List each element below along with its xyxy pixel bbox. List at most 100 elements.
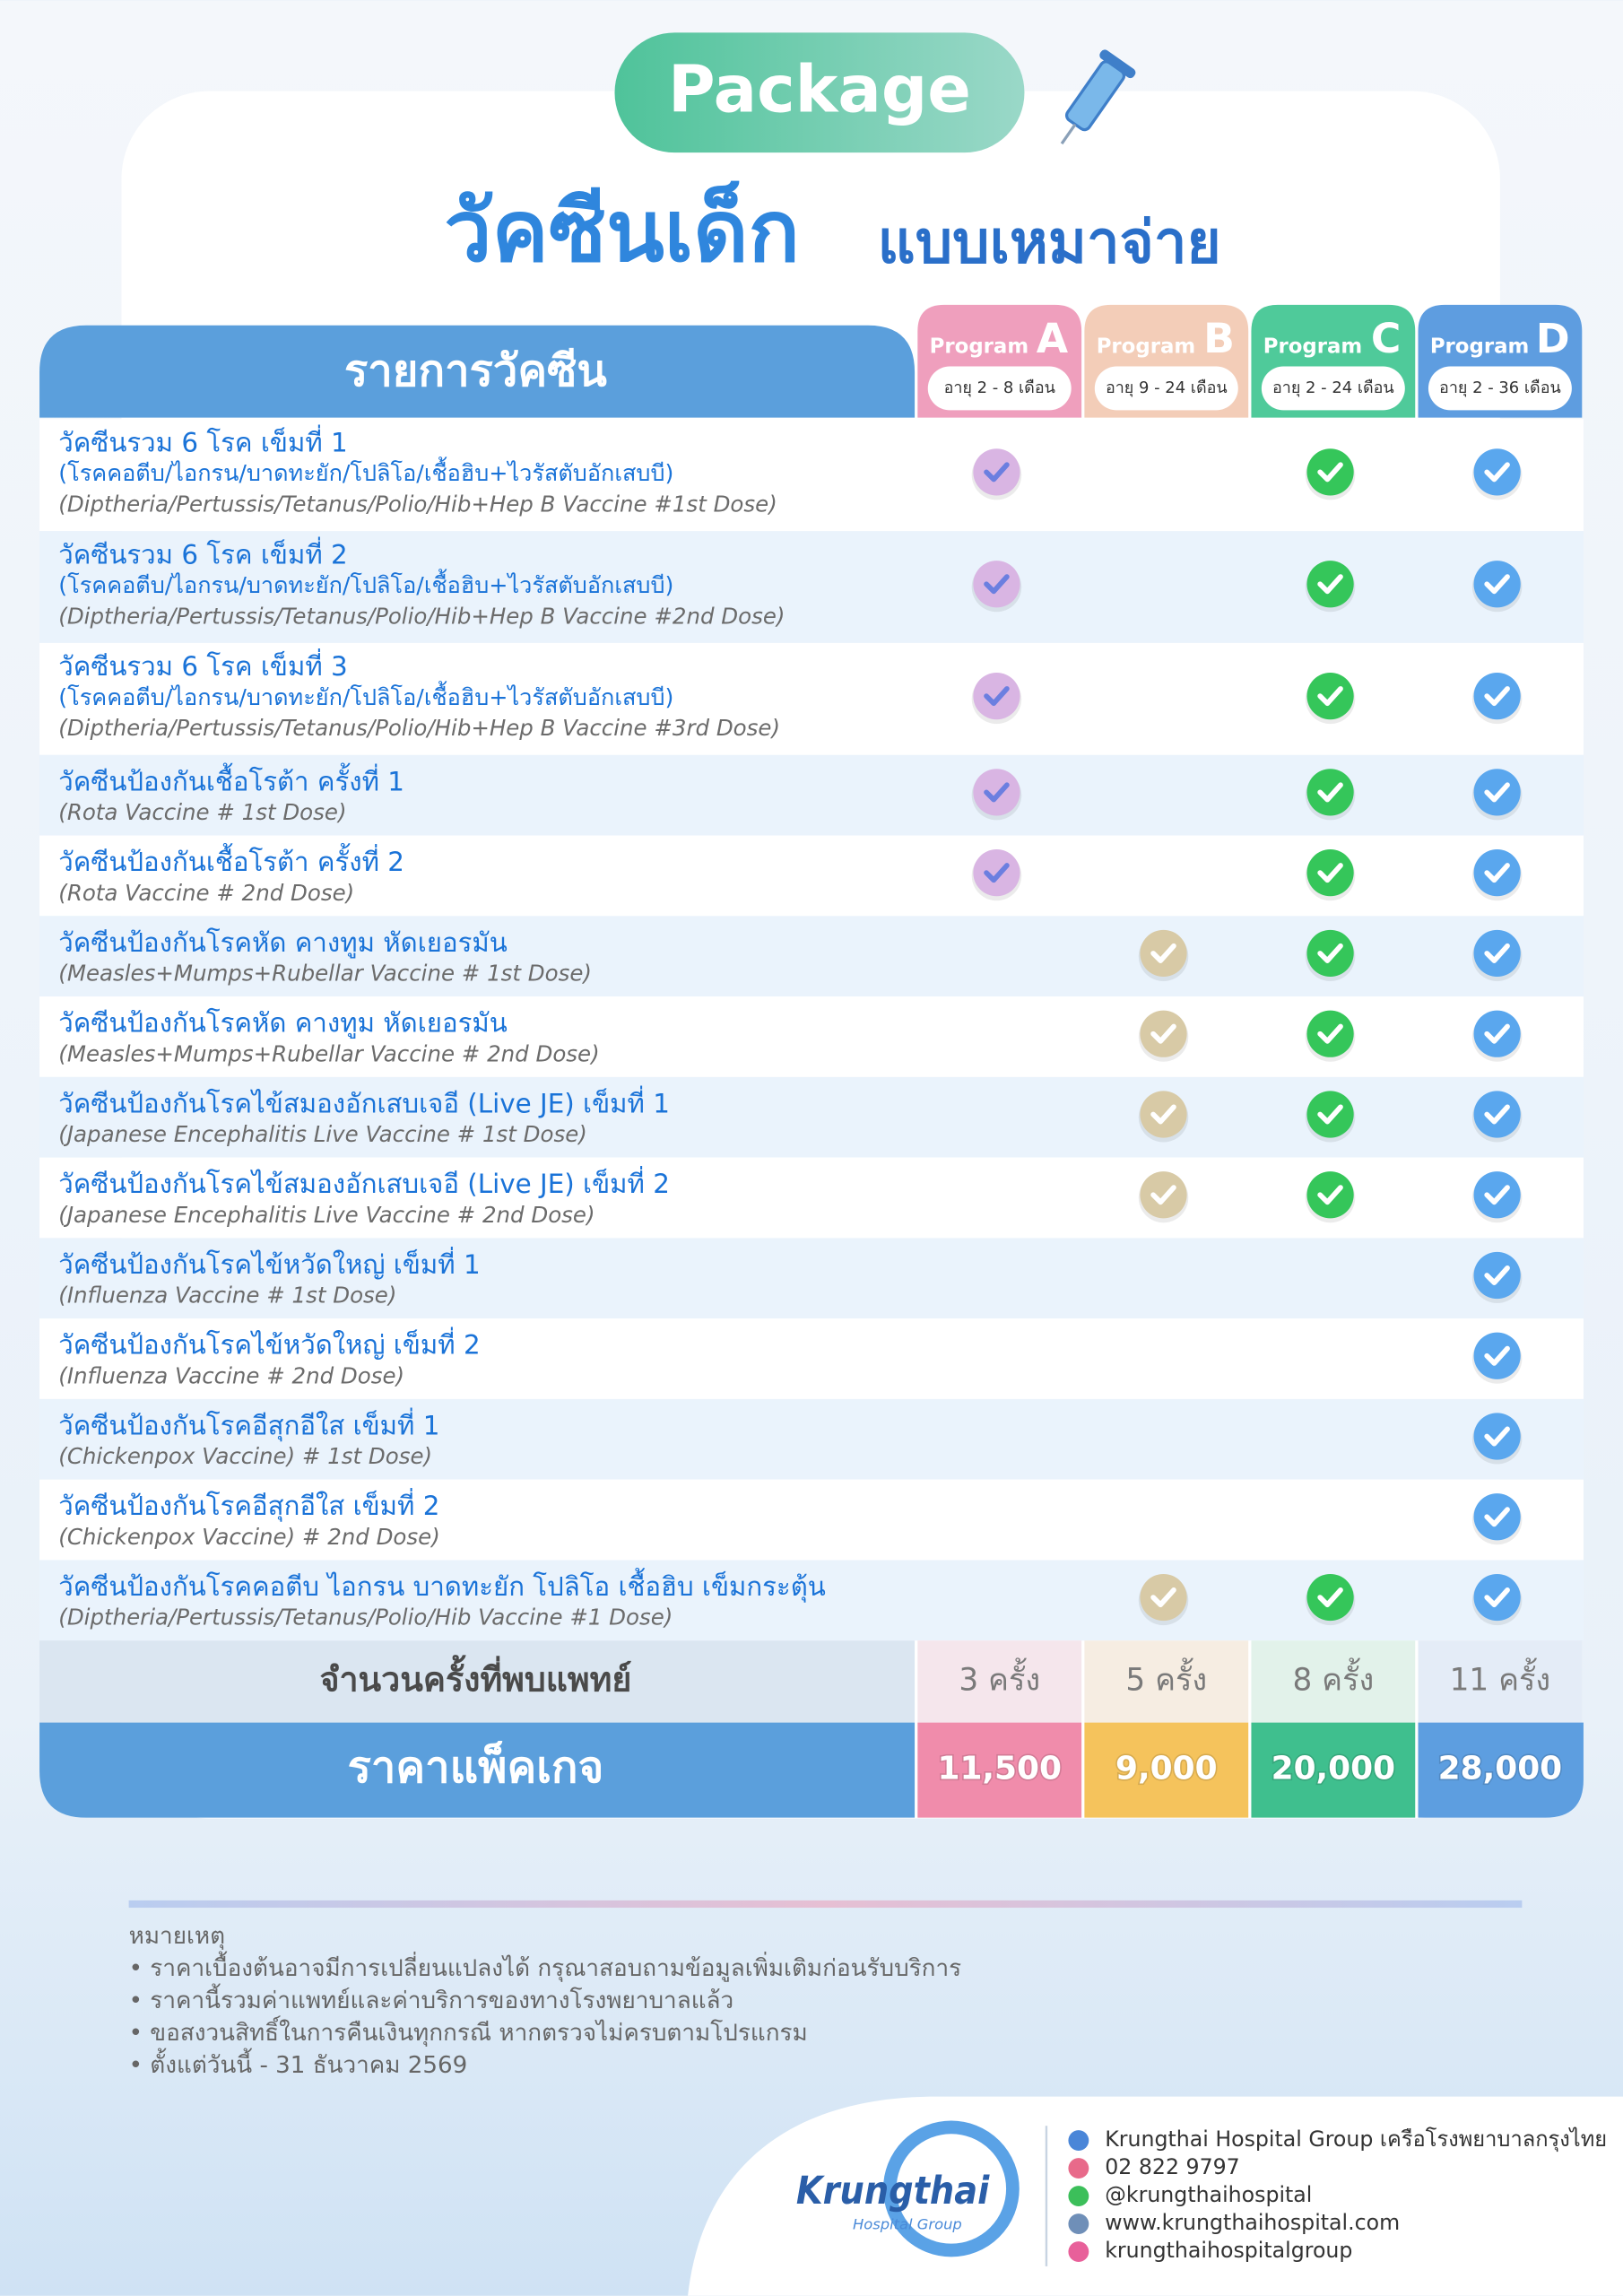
check-mark [1484,1345,1510,1366]
check-mark [1150,1185,1176,1205]
check-mark [1317,1587,1343,1608]
check-mark [1317,462,1343,483]
check-mark [984,782,1010,803]
vaccine-english: (Measles+Mumps+Rubellar Vaccine # 1st Do… [58,961,592,987]
check-icon [1473,1251,1521,1300]
check-mark [1484,686,1510,707]
check-icon [1306,561,1354,608]
vaccine-english: (Diptheria/Pertussis/Tetanus/Polio/Hib+H… [58,491,777,517]
check-icon [1473,1413,1521,1460]
check-icon [1473,672,1521,720]
note-item: • ตั้งแต่วันนี้ - 31 ธันวาคม 2569 [129,2048,468,2079]
note-item: • ราคาเบื้องต้นอาจมีการเปลี่ยนแปลงได้ กร… [129,1951,962,1982]
vaccine-english: (Chickenpox Vaccine) # 2nd Dose) [58,1524,439,1550]
check-mark [1317,1023,1343,1044]
check-icon [1306,929,1354,978]
check-mark [1150,1104,1176,1125]
visits-cell [1084,1640,1249,1723]
visits-label: จำนวนครั้งที่พบแพทย์ [319,1654,631,1699]
program-label: Program [930,335,1028,359]
vaccine-name: วัคซีนป้องกันโรคไข้สมองอักเสบเจอี (Live … [58,1165,670,1199]
check-icon [1140,1573,1187,1622]
divider [128,1900,1523,1909]
web-icon [1068,2213,1089,2235]
contact: 02 822 9797 [1105,2154,1240,2179]
visits-value: 8 ครั้ง [1292,1657,1374,1698]
check-mark [1317,574,1343,595]
title-main: วัคซีนเด็ก [444,180,800,282]
visits-value: 3 ครั้ง [959,1657,1040,1698]
program-age: อายุ 2 - 8 เดือน [944,378,1055,397]
vaccine-english: (Influenza Vaccine # 2nd Dose) [58,1362,404,1388]
contact: @krungthaihospital [1105,2182,1312,2207]
check-mark [1484,943,1510,963]
check-mark [1484,1507,1510,1527]
check-icon [1473,929,1521,978]
vaccine-english: (Diptheria/Pertussis/Tetanus/Polio/Hib+H… [58,603,785,629]
check-icon [1473,1091,1521,1138]
program-age: อายุ 2 - 24 เดือน [1272,378,1394,397]
vaccine-name: วัคซีนป้องกันโรคคอตีบ ไอกรน บาดทะยัก โปล… [58,1568,826,1603]
vaccine-english: (Japanese Encephalitis Live Vaccine # 1s… [58,1121,587,1147]
price-cell [1418,1722,1584,1818]
vaccine-name: วัคซีนรวม 6 โรค เข็มที่ 1 [58,423,347,457]
check-icon [1140,929,1187,978]
program-label: Program [1430,335,1529,359]
check-icon [973,769,1020,816]
vaccine-detail: (โรคคอตีบ/ไอกรน/บาดทะยัก/โปลิโอ/เชื้อฮิบ… [58,457,673,486]
program-letter: D [1536,315,1570,362]
visits-cell [917,1640,1082,1723]
vaccine-name: วัคซีนป้องกันโรคหัด คางทูม หัดเยอรมัน [58,927,508,959]
program-label: Program [1097,335,1195,359]
contact: www.krungthaihospital.com [1105,2210,1400,2235]
check-mark [1150,1023,1176,1044]
check-icon [1306,1171,1354,1219]
check-icon [1306,448,1354,496]
age-pill [1094,366,1238,411]
badge [614,32,1025,153]
vaccine-name: วัคซีนป้องกันโรคหัด คางทูม หัดเยอรมัน [58,1008,508,1039]
check-icon [1306,672,1354,720]
vaccine-name: วัคซีนรวม 6 โรค เข็มที่ 2 [58,535,347,570]
check-mark [1484,1587,1510,1608]
price-label: ราคาแพ็คเกจ [348,1740,604,1793]
check-icon [973,561,1020,608]
vaccine-english: (Diptheria/Pertussis/Tetanus/Polio/Hib V… [58,1605,673,1631]
check-mark [984,574,1010,595]
visits-cell [1418,1640,1583,1723]
price-cell [1251,1722,1416,1818]
check-icon [1473,1010,1521,1057]
check-icon [1473,1573,1521,1622]
vaccine-name: วัคซีนป้องกันเชื้อโรต้า ครั้งที่ 1 [58,762,404,796]
price-label-bg [39,1722,916,1818]
check-icon [1140,1010,1187,1057]
vaccine-english: (Rota Vaccine # 2nd Dose) [58,880,354,906]
facebook-icon [1068,2130,1089,2151]
check-mark [1484,1023,1510,1044]
row-bg [39,1398,1584,1480]
vaccine-english: (Diptheria/Pertussis/Tetanus/Polio/Hib+H… [58,715,780,741]
column-header-bg [39,325,916,418]
row-bg [39,1318,1584,1399]
visits-value: 5 ครั้ง [1125,1657,1207,1698]
check-icon [973,672,1020,720]
vaccine-name: วัคซีนป้องกันโรคไข้หวัดใหญ่ เข็มที่ 1 [58,1246,480,1280]
check-icon [973,448,1020,496]
title-sub: แบบเหมาจ่าย [878,209,1221,277]
age-pill [1261,366,1405,411]
logo-ring [882,2120,1020,2257]
price-cell [917,1722,1082,1818]
check-mark [1484,574,1510,595]
vaccine-english: (Measles+Mumps+Rubellar Vaccine # 2nd Do… [58,1040,599,1066]
check-mark [984,686,1010,707]
check-icon [1306,1091,1354,1138]
price-cell [1084,1722,1249,1818]
visits-cell [1251,1640,1416,1723]
check-icon [1473,769,1521,816]
program-age: อายุ 9 - 24 เดือน [1106,378,1228,397]
check-mark [1317,1104,1343,1125]
note-item: • ราคานี้รวมค่าแพทย์และค่าบริการของทางโร… [129,1983,734,2014]
phone-icon [1068,2158,1089,2179]
check-icon [1306,1573,1354,1622]
